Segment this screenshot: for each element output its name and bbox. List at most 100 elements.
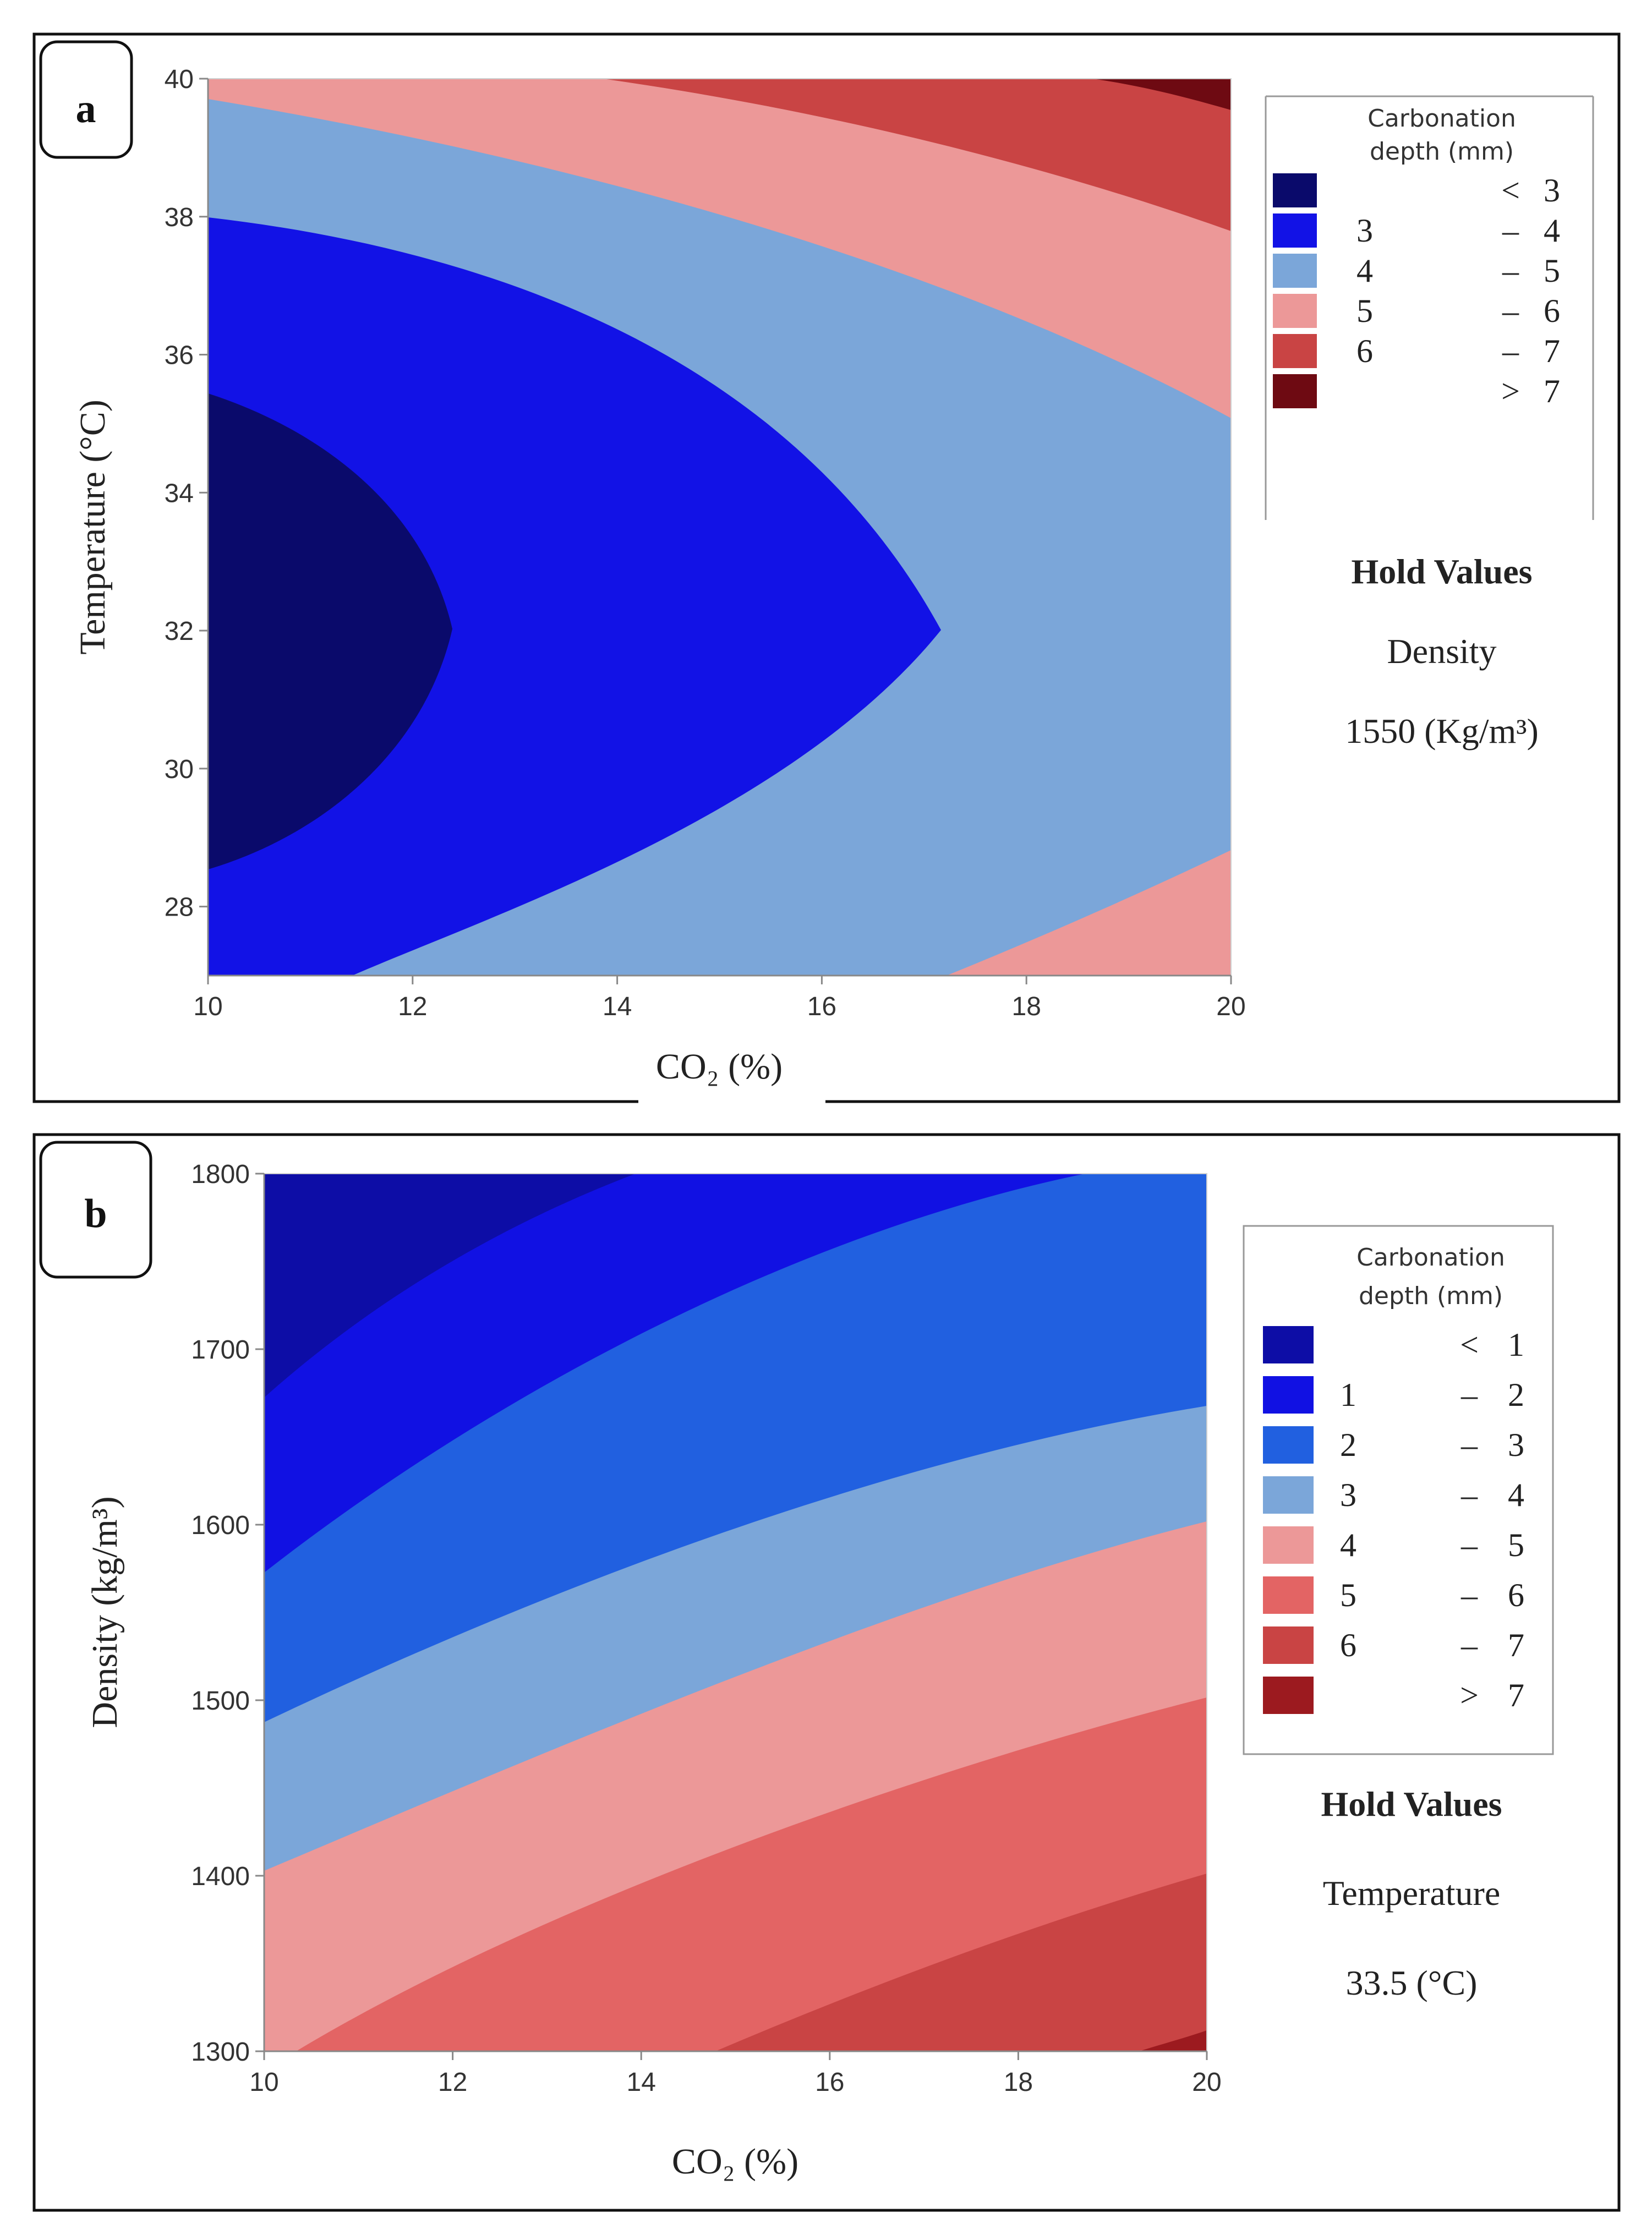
y-tick-label-a-5: 38	[165, 203, 194, 232]
x-tick-label-a-1: 12	[398, 992, 427, 1021]
legend-a-hi-2: 5	[1544, 253, 1560, 289]
legend-a-sep-4: –	[1502, 333, 1519, 369]
legend-b-swatch-0	[1263, 1326, 1314, 1363]
contour-region-a-level-5-bottom	[947, 850, 1231, 976]
legend-a-hi-3: 6	[1544, 293, 1560, 329]
y-tick-label-a-4: 36	[165, 341, 194, 370]
legend-a-lo-1: 3	[1356, 212, 1373, 249]
legend-b-swatch-1	[1263, 1376, 1314, 1414]
hold-values-a-name: Density	[1387, 632, 1496, 671]
legend-a-swatch-5	[1273, 374, 1317, 408]
y-tick-label-b-3: 1600	[191, 1511, 250, 1540]
legend-b-hi-5: 6	[1508, 1577, 1524, 1613]
panel-b-letter: b	[84, 1191, 107, 1236]
legend-b-lo-2: 2	[1340, 1427, 1356, 1463]
hold-values-b-title: Hold Values	[1321, 1784, 1502, 1823]
axes-a: 10 12 14 16 18 20 28 30 32 34 36 38 40	[165, 65, 1246, 1021]
x-tick-label-a-0: 10	[193, 992, 222, 1021]
y-tick-label-b-4: 1700	[191, 1335, 250, 1365]
legend-a-swatch-2	[1273, 254, 1317, 288]
hold-values-a-title: Hold Values	[1351, 552, 1532, 591]
axes-b: 10 12 14 16 18 20 1300 1400 1500 1600 1700 1800	[191, 1160, 1221, 2097]
x-axis-label-a: CO₂ (%)	[656, 1047, 783, 1087]
legend-a-swatch-0	[1273, 173, 1317, 207]
x-tick-label-b-1: 12	[438, 2068, 467, 2097]
legend-b-lo-4: 4	[1340, 1527, 1356, 1563]
legend-a-hi-0: 3	[1544, 172, 1560, 209]
legend-b-sep-1: –	[1460, 1377, 1478, 1413]
legend-a: Carbonation depth (mm) <33–44–55–66–7> 7	[1265, 95, 1594, 520]
legend-a-title-line1: Carbonation	[1367, 105, 1516, 133]
contour-region-a-level-5-top	[208, 79, 1231, 418]
legend-b-swatch-7	[1263, 1677, 1314, 1714]
hold-values-b-name: Temperature	[1323, 1874, 1500, 1913]
x-tick-label-a-5: 20	[1216, 992, 1245, 1021]
y-tick-label-a-1: 30	[165, 755, 194, 784]
x-tick-label-a-2: 14	[603, 992, 632, 1021]
panel-a-letter: a	[76, 86, 96, 132]
hold-values-a: Hold Values Density 1550 (Kg/m³)	[1345, 552, 1539, 751]
legend-b-title-line2: depth (mm)	[1359, 1282, 1503, 1310]
legend-b-sep-3: –	[1460, 1477, 1478, 1513]
y-tick-label-a-6: 40	[165, 65, 194, 94]
legend-a-hi-1: 4	[1544, 212, 1560, 249]
x-tick-label-b-4: 18	[1004, 2068, 1033, 2097]
legend-b-lo-3: 3	[1340, 1477, 1356, 1513]
legend-b-swatch-6	[1263, 1626, 1314, 1664]
legend-b-sep-0: <	[1460, 1327, 1479, 1363]
x-tick-label-b-5: 20	[1192, 2068, 1221, 2097]
contour-region-a-level-3	[208, 217, 941, 976]
contour-region-a-level-7plus	[1092, 79, 1231, 110]
panel-a-frame-label-gap	[638, 1098, 825, 1105]
x-axis-label-b: CO₂ (%)	[672, 2142, 798, 2182]
legend-b-hi-4: 5	[1508, 1527, 1524, 1563]
y-tick-label-a-3: 34	[165, 479, 194, 508]
legend-b-hi-2: 3	[1508, 1427, 1524, 1463]
legend-a-lo-3: 5	[1356, 293, 1373, 329]
legend-b-swatch-4	[1263, 1526, 1314, 1564]
legend-b-frame	[1243, 1225, 1554, 1755]
contour-region-a-level-6	[603, 79, 1231, 231]
panel-a-letter-box	[39, 40, 133, 159]
legend-b-sep-4: –	[1460, 1527, 1478, 1563]
legend-b-swatch-2	[1263, 1426, 1314, 1464]
legend-a-sep-2: –	[1502, 253, 1519, 289]
legend-a-sep-3: –	[1502, 293, 1519, 329]
contour-region-a-level-below-3	[208, 393, 452, 869]
hold-values-a-value: 1550 (Kg/m³)	[1345, 711, 1539, 751]
legend-a-sep-1: –	[1502, 212, 1519, 249]
legend-a-swatch-3	[1273, 294, 1317, 328]
legend-a-sep-5: >	[1501, 373, 1520, 409]
x-tick-label-b-2: 14	[627, 2068, 656, 2097]
legend-b-sep-2: –	[1460, 1427, 1478, 1463]
legend-b-title-line1: Carbonation	[1356, 1244, 1505, 1272]
hold-values-b-value: 33.5 (°C)	[1346, 1963, 1478, 2002]
x-tick-label-a-4: 18	[1012, 992, 1041, 1021]
legend-b-lo-6: 6	[1340, 1627, 1356, 1663]
y-axis-label-b: Density (kg/m³)	[85, 1496, 125, 1728]
legend-a-lo-4: 6	[1356, 333, 1373, 369]
legend-b-swatch-3	[1263, 1476, 1314, 1514]
y-axis-label-a: Temperature (°C)	[73, 399, 113, 654]
legend-b: Carbonation depth (mm) <11–22–33–44–55–6…	[1243, 1225, 1554, 1755]
legend-a-lo-2: 4	[1356, 253, 1373, 289]
y-tick-label-b-0: 1300	[191, 2038, 250, 2067]
contour-plot-a	[207, 78, 1232, 976]
legend-b-hi-0: 1	[1508, 1327, 1524, 1363]
panel-b: b 10 12 14 16 18 20 130014001500160017001800 …	[39, 1141, 1554, 2182]
legend-b-hi-3: 4	[1508, 1477, 1524, 1513]
hold-values-b: Hold Values Temperature 33.5 (°C)	[1321, 1784, 1502, 2002]
legend-a-title-line2: depth (mm)	[1370, 138, 1514, 166]
contour-region-b-level-1	[264, 1174, 1085, 1573]
contour-region-b-level-below-1	[264, 1174, 636, 1398]
x-tick-label-a-3: 16	[807, 992, 836, 1021]
legend-b-lo-5: 5	[1340, 1577, 1356, 1613]
legend-a-swatch-4	[1273, 334, 1317, 368]
legend-b-sep-6: –	[1460, 1627, 1478, 1663]
legend-b-hi-6: 7	[1508, 1627, 1524, 1663]
x-tick-label-b-0: 10	[249, 2068, 278, 2097]
legend-b-sep-5: –	[1460, 1577, 1478, 1613]
legend-a-hi-4: 7	[1544, 333, 1560, 369]
